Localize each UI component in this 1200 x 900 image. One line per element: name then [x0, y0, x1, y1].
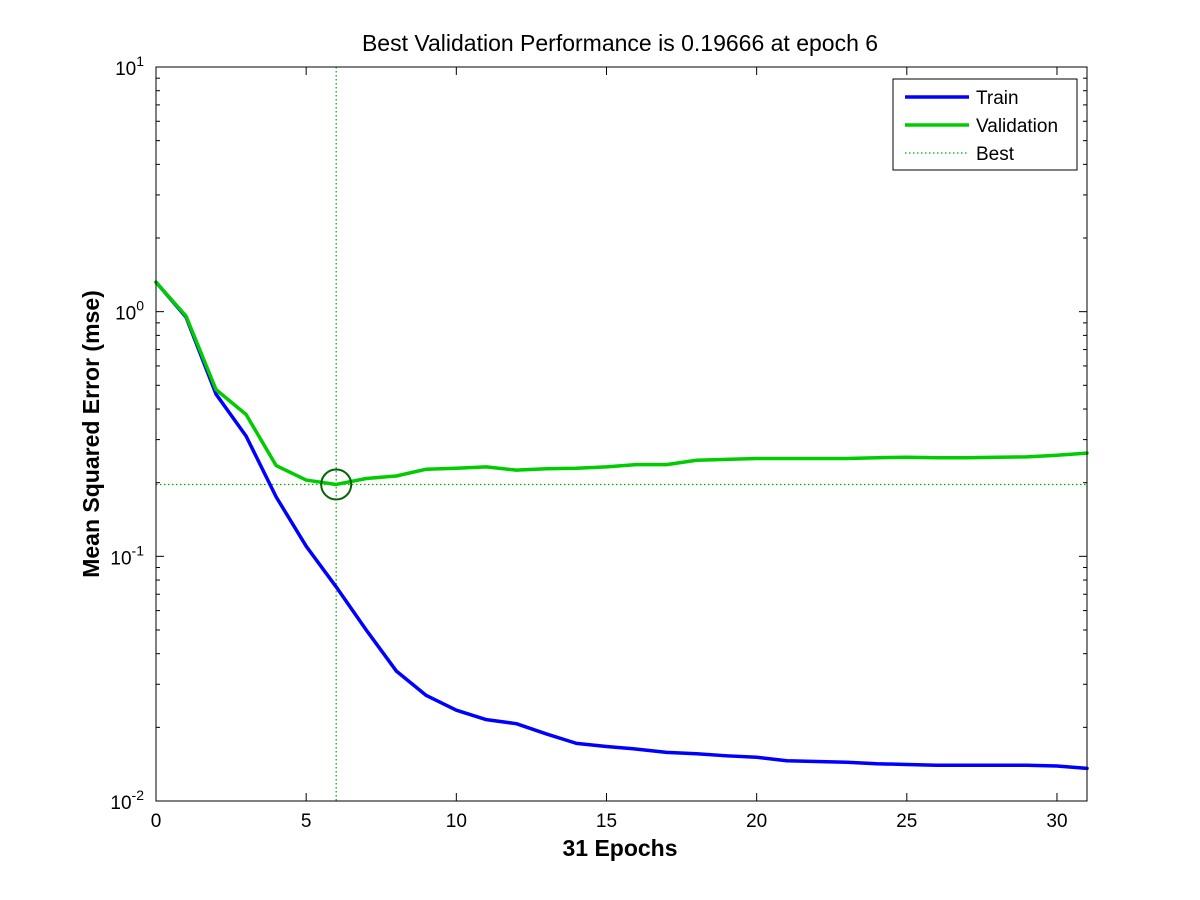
validation-point	[424, 467, 428, 471]
train-point	[424, 693, 428, 697]
legend-item-validation: Validation	[905, 116, 1058, 137]
train-point	[364, 628, 368, 632]
train-point	[785, 759, 789, 763]
train-series-line	[154, 280, 1089, 771]
train-point	[875, 762, 879, 766]
train-point	[995, 763, 999, 767]
train-point	[965, 763, 969, 767]
legend-label-best: Best	[976, 144, 1015, 165]
validation-point	[755, 457, 759, 461]
train-point	[905, 762, 909, 766]
train-point	[1025, 763, 1029, 767]
validation-point	[454, 466, 458, 470]
train-point	[815, 760, 819, 764]
plot-frame	[155, 66, 1088, 802]
validation-point	[514, 468, 518, 472]
validation-point	[1025, 455, 1029, 459]
validation-point	[935, 456, 939, 460]
train-point	[725, 754, 729, 758]
train-point	[695, 752, 699, 756]
train-point	[935, 763, 939, 767]
validation-point	[995, 455, 999, 459]
train-point	[574, 741, 578, 745]
best-point-marker	[320, 468, 353, 501]
x-tick-label: 10	[446, 811, 467, 832]
train-point	[274, 495, 278, 499]
validation-point	[875, 456, 879, 460]
validation-point	[574, 466, 578, 470]
x-tick-label: 30	[1046, 811, 1067, 832]
train-point	[394, 669, 398, 673]
legend-item-train: Train	[905, 88, 1019, 109]
validation-point	[725, 457, 729, 461]
x-tick-label: 25	[896, 811, 917, 832]
validation-point	[184, 314, 188, 318]
validation-point	[635, 463, 639, 467]
validation-point	[304, 478, 308, 482]
train-point	[665, 750, 669, 754]
validation-point	[484, 465, 488, 469]
train-point	[1055, 764, 1059, 768]
plot-area	[156, 67, 1087, 801]
legend: Train Validation Best	[892, 78, 1078, 171]
validation-point	[965, 456, 969, 460]
y-tick-label: 100	[115, 298, 144, 325]
train-point	[544, 732, 548, 736]
train-point	[514, 722, 518, 726]
y-tick-label: 10-2	[110, 787, 144, 814]
x-axis-label: 31 Epochs	[562, 835, 677, 861]
train-point	[244, 434, 248, 438]
validation-point	[1055, 453, 1059, 457]
train-point	[484, 718, 488, 722]
series-lines	[154, 280, 1089, 771]
x-axis-ticks: 0 5 10 15 20 25 30	[151, 67, 1068, 832]
validation-point	[214, 388, 218, 392]
best-reference-lines	[156, 67, 1087, 801]
validation-point	[334, 482, 338, 486]
validation-series-line	[154, 280, 1089, 487]
validation-point	[665, 463, 669, 467]
validation-points	[154, 280, 1089, 486]
validation-point	[274, 464, 278, 468]
train-point	[635, 747, 639, 751]
validation-point	[544, 467, 548, 471]
train-point	[604, 745, 608, 749]
legend-label-validation: Validation	[976, 116, 1058, 137]
x-tick-label: 15	[596, 811, 617, 832]
validation-point	[815, 457, 819, 461]
legend-label-train: Train	[976, 88, 1019, 109]
x-tick-label: 5	[301, 811, 312, 832]
train-point	[845, 760, 849, 764]
train-point	[214, 392, 218, 396]
best-marker	[320, 468, 353, 501]
validation-point	[845, 457, 849, 461]
train-point	[755, 755, 759, 759]
y-tick-label: 10-1	[110, 542, 144, 569]
x-tick-label: 0	[151, 811, 162, 832]
validation-point	[785, 457, 789, 461]
y-axis-label: Mean Squared Error (mse)	[78, 290, 104, 578]
y-tick-label: 101	[115, 53, 144, 80]
validation-point	[604, 465, 608, 469]
train-point	[334, 585, 338, 589]
validation-point	[244, 412, 248, 416]
validation-point	[905, 455, 909, 459]
validation-point	[364, 477, 368, 481]
x-tick-label: 20	[746, 811, 767, 832]
validation-point	[394, 474, 398, 478]
validation-point	[695, 458, 699, 462]
train-point	[454, 708, 458, 712]
chart-title: Best Validation Performance is 0.19666 a…	[362, 30, 878, 56]
y-axis-ticks: 101 100 10-1 10-2	[110, 53, 1087, 814]
train-point	[304, 544, 308, 548]
legend-item-best: Best	[905, 144, 1015, 165]
